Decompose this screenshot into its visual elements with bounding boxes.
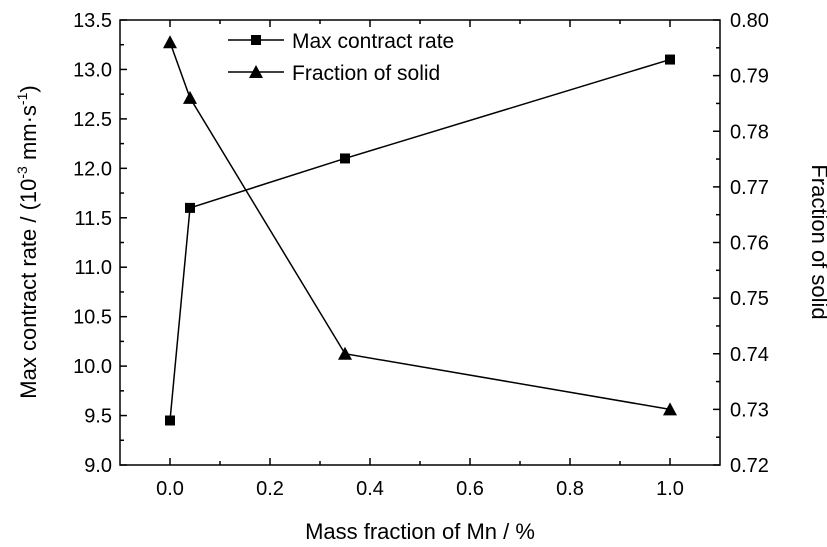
y-left-title-sup1: -3 [14, 166, 30, 179]
y-left-tick-label-3: 10.5 [73, 307, 112, 329]
y-right-tick-label-7: 0.79 [730, 66, 769, 88]
x-tick-label-5: 1.0 [656, 478, 684, 500]
series-layer [163, 35, 677, 426]
axis-tick-labels: 0.0 0.2 0.4 0.6 0.8 1.0 9.0 9.5 10.0 10.5 11.0 11.5… [73, 10, 769, 500]
y-right-tick-label-5: 0.77 [730, 177, 769, 199]
data-point-triangle-1 [183, 90, 197, 104]
y-right-tick-label-0: 0.72 [730, 455, 769, 477]
series-line-0 [169, 58, 671, 421]
y-right-tick-label-3: 0.75 [730, 288, 769, 310]
y-left-tick-label-1: 9.5 [84, 406, 112, 428]
y-left-tick-label-7: 12.5 [73, 109, 112, 131]
y-left-title-end: ) [16, 85, 41, 92]
legend-marker-triangle [249, 65, 263, 78]
y-left-tick-label-9: 13.5 [73, 10, 112, 32]
y-right-tick-label-4: 0.76 [730, 233, 769, 255]
y-right-tick-label-8: 0.80 [730, 10, 769, 32]
y-right-tick-label-2: 0.74 [730, 344, 769, 366]
x-tick-label-1: 0.2 [256, 478, 284, 500]
plot-frame [119, 19, 721, 466]
data-point-square-1 [185, 202, 195, 213]
x-tick-label-3: 0.6 [456, 478, 484, 500]
data-point-square-3 [665, 54, 675, 65]
data-point-triangle-3 [663, 402, 677, 416]
y-axis-left-title: Max contract rate / (10-3 mm·s-1) [14, 85, 41, 398]
x-tick-label-0: 0.0 [156, 478, 184, 500]
y-left-tick-label-6: 12.0 [73, 158, 112, 180]
legend-marker-square [251, 35, 261, 45]
y-left-title-main: Max contract rate / (10 [16, 179, 41, 399]
y-left-tick-label-4: 11.0 [75, 257, 112, 279]
y-left-title-sup2: -1 [14, 92, 30, 105]
data-point-triangle-2 [338, 346, 352, 360]
data-point-triangle-0 [163, 35, 177, 49]
y-left-tick-label-2: 10.0 [73, 356, 112, 378]
y-left-title-mid: mm·s [16, 105, 41, 166]
y-axis-right-title: Fraction of solid [807, 164, 827, 319]
legend: Max contract rate Fraction of solid [228, 30, 454, 85]
data-point-square-0 [165, 415, 175, 426]
y-right-tick-label-1: 0.73 [730, 399, 769, 421]
axis-ticks [120, 19, 720, 466]
legend-label-fraction-of-solid: Fraction of solid [292, 62, 440, 85]
data-point-square-2 [340, 153, 350, 164]
series-line-1 [169, 41, 671, 411]
y-left-tick-label-0: 9.0 [84, 455, 112, 477]
x-tick-label-4: 0.8 [556, 478, 584, 500]
x-axis-title: Mass fraction of Mn / % [305, 519, 535, 544]
y-left-tick-label-8: 13.0 [73, 59, 112, 81]
legend-label-max-contract-rate: Max contract rate [292, 30, 454, 53]
x-tick-label-2: 0.4 [356, 478, 384, 500]
y-left-tick-label-5: 11.5 [75, 208, 112, 230]
y-right-tick-label-6: 0.78 [730, 121, 769, 143]
